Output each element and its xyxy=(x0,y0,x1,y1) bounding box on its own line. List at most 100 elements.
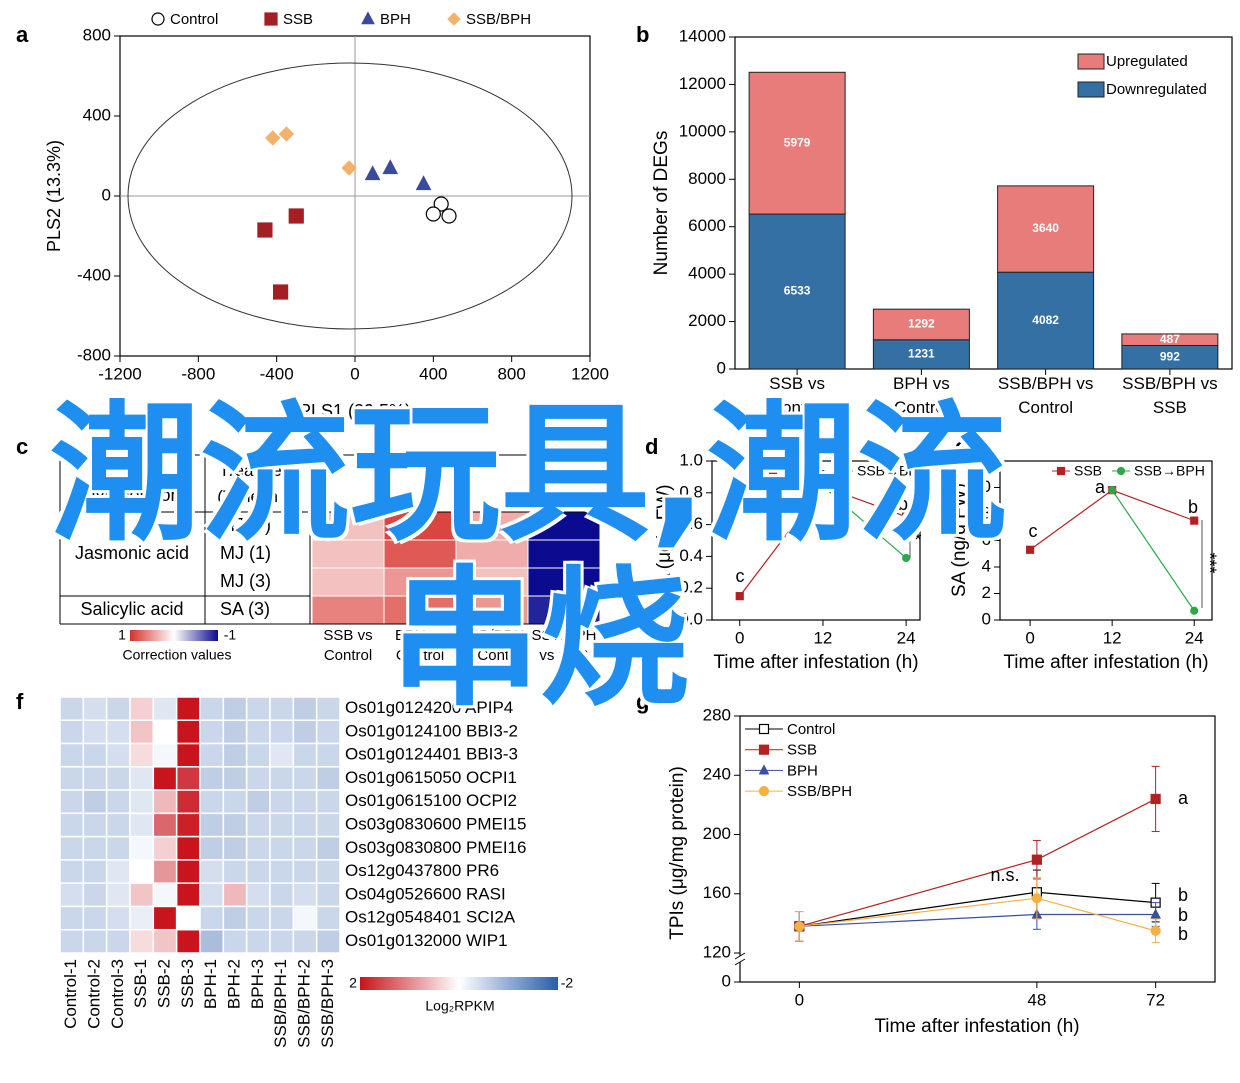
heatmap-cell xyxy=(59,696,85,722)
y-axis-label: JA (μg/g FW) xyxy=(654,484,675,595)
annotation: a xyxy=(1095,477,1106,497)
marker xyxy=(382,159,399,175)
row-label: Os12g0548401 SCI2A xyxy=(345,908,516,927)
x-tick-label: 72 xyxy=(1146,990,1165,1009)
heatmap-cell xyxy=(292,719,318,745)
plot-frame xyxy=(739,715,1216,983)
x-tick-label: BPH vs Control xyxy=(893,374,950,417)
annotation: b xyxy=(1178,905,1188,925)
heatmap-cell xyxy=(105,789,131,815)
marker xyxy=(1190,606,1199,615)
heatmap-cell xyxy=(315,719,341,745)
x-tick-label: SSB/BPH vs Control xyxy=(997,374,1094,417)
heatmap-cell xyxy=(245,905,271,931)
x-tick-label: 0 xyxy=(735,628,744,647)
annotation: n.s. xyxy=(990,865,1019,885)
heatmap-cell xyxy=(245,696,271,722)
legend-label: BPH xyxy=(787,762,818,779)
marker xyxy=(758,785,770,797)
x-tick-label: 0 xyxy=(795,990,804,1009)
heatmap-cell xyxy=(82,882,108,908)
marker xyxy=(839,466,849,476)
heatmap-cell xyxy=(82,928,108,954)
heatmap-cell xyxy=(383,539,457,569)
row-label: MJ (3) xyxy=(220,571,271,591)
x-tick-label: 1200 xyxy=(571,364,609,383)
x-axis-label: Time after infestation (h) xyxy=(874,1016,1079,1037)
data-label: 487 xyxy=(1160,332,1180,346)
legend-label: SSB/BPH xyxy=(787,783,852,800)
y-tick-label: 4 xyxy=(982,556,991,575)
y-tick-label: 400 xyxy=(83,105,111,124)
confidence-ellipse xyxy=(127,62,573,330)
column-label: Control-2 xyxy=(84,959,103,1029)
colorbar xyxy=(130,630,218,641)
heatmap-cell xyxy=(105,905,131,931)
heatmap-cell xyxy=(315,905,341,931)
heatmap-cell xyxy=(311,567,385,597)
heatmap-cell xyxy=(199,882,225,908)
legend-label: Upregulated xyxy=(1106,53,1188,70)
heatmap-cell xyxy=(152,859,178,884)
marker xyxy=(1056,466,1066,476)
heatmap-cell xyxy=(175,859,201,884)
row-label: Os03g0830800 PMEI16 xyxy=(345,838,526,857)
heatmap-cell xyxy=(199,928,225,954)
row-label: Os04g0526600 RASI xyxy=(345,884,506,903)
annotation: c xyxy=(736,566,745,586)
heatmap-cell xyxy=(315,742,341,768)
y-axis-label: SA (ng/g FW) xyxy=(949,483,970,597)
x-tick-label: 24 xyxy=(1185,628,1204,647)
y-axis-label: Number of DEGs xyxy=(651,131,672,276)
annotation: a xyxy=(817,464,828,484)
y-tick-label: 160 xyxy=(703,883,731,902)
column-label: BPH-1 xyxy=(201,959,220,1009)
y-tick-label: 12 xyxy=(972,450,991,469)
heatmap-cell xyxy=(59,905,85,931)
legend-label: SSB xyxy=(787,742,817,759)
marker xyxy=(1031,854,1042,865)
data-label: 1231 xyxy=(908,347,935,361)
heatmap-cell xyxy=(59,882,85,908)
marker xyxy=(425,206,441,222)
data-label: 992 xyxy=(1160,349,1180,363)
marker xyxy=(441,208,457,224)
bar-segment xyxy=(997,271,1095,370)
y-tick-label: 0 xyxy=(982,609,991,628)
bar-segment xyxy=(872,339,970,370)
y-tick-label: 14000 xyxy=(679,26,726,45)
x-tick-label: SSB/BPH vs SSB xyxy=(1122,374,1218,417)
watermark: 串烧 xyxy=(390,553,691,727)
heatmap-cell xyxy=(105,835,131,861)
heatmap-cell xyxy=(175,766,201,791)
y-tick-label: 10 xyxy=(972,477,991,496)
panel-letter: f xyxy=(16,689,24,714)
bar-segment xyxy=(748,213,846,370)
heatmap-cell xyxy=(105,696,131,722)
column-label: SSB/BPH-2 xyxy=(294,959,313,1048)
heatmap-cell xyxy=(152,766,178,791)
heatmap-cell xyxy=(245,835,271,861)
heatmap-cell xyxy=(292,696,318,722)
heatmap-cell xyxy=(175,789,201,815)
heatmap-cell xyxy=(175,719,201,745)
heatmap-cell xyxy=(175,812,201,838)
heatmap-cell xyxy=(269,859,295,884)
plot-frame xyxy=(711,460,921,621)
y-tick-label: 120 xyxy=(703,942,731,961)
series-line xyxy=(822,485,907,559)
heatmap-cell xyxy=(152,696,178,722)
heatmap-cell xyxy=(152,928,178,954)
marker xyxy=(433,196,449,212)
marker xyxy=(151,12,165,26)
heatmap-cell xyxy=(245,789,271,815)
row-label: Os01g0132000 WIP1 xyxy=(345,931,508,950)
series-line xyxy=(799,891,1156,927)
y-tick-label: 4000 xyxy=(688,264,726,283)
x-tick-label: 400 xyxy=(419,364,447,383)
marker xyxy=(902,512,911,521)
heatmap-cell xyxy=(152,882,178,908)
y-tick-label: 0.4 xyxy=(679,546,703,565)
column-label: BPH-3 xyxy=(248,959,267,1009)
colorbar-tick-label: -2 xyxy=(561,975,574,991)
